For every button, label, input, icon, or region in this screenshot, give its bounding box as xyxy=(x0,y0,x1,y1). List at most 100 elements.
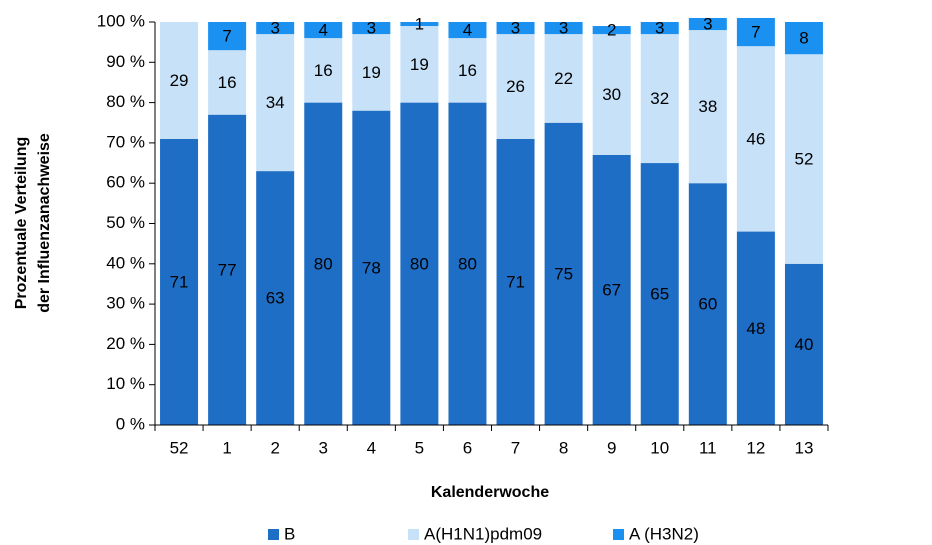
y-tick-label: 70 % xyxy=(106,132,145,151)
x-tick-label: 9 xyxy=(607,438,616,457)
y-tick-label: 100 % xyxy=(97,11,145,30)
x-tick-label: 13 xyxy=(795,438,814,457)
bar-segment xyxy=(208,22,247,51)
bar-segment xyxy=(592,26,631,35)
data-label: 29 xyxy=(170,71,189,90)
x-tick-label: 1 xyxy=(222,438,231,457)
data-label: 77 xyxy=(218,260,237,279)
y-tick-label: 30 % xyxy=(106,294,145,313)
data-label: 16 xyxy=(458,61,477,80)
data-label: 63 xyxy=(266,289,285,308)
y-tick-label: 10 % xyxy=(106,374,145,393)
bar-segment xyxy=(400,102,439,425)
bar-segment xyxy=(304,38,343,103)
data-label: 67 xyxy=(602,280,621,299)
bar-segment xyxy=(496,22,535,35)
y-tick-label: 50 % xyxy=(106,213,145,232)
x-tick-label: 11 xyxy=(699,438,717,457)
bar-segment xyxy=(160,22,199,139)
x-tick-label: 52 xyxy=(170,438,189,457)
x-axis-title: Kalenderwoche xyxy=(431,484,549,501)
x-tick-label: 12 xyxy=(746,438,765,457)
bar-segment xyxy=(256,22,295,35)
legend-label: B xyxy=(284,524,295,543)
bar-segment xyxy=(592,34,631,155)
legend-swatch xyxy=(268,529,279,540)
data-label: 26 xyxy=(506,77,525,96)
data-label: 34 xyxy=(266,93,285,112)
bar-segment xyxy=(352,34,391,111)
data-label: 52 xyxy=(795,150,814,169)
data-label: 30 xyxy=(602,85,621,104)
bar-segment xyxy=(496,138,535,425)
data-label: 78 xyxy=(362,258,381,277)
data-label: 1 xyxy=(415,14,424,33)
bar-segment xyxy=(352,22,391,35)
data-label: 7 xyxy=(751,23,760,42)
y-tick-label: 20 % xyxy=(106,334,145,353)
data-label: 4 xyxy=(463,21,472,40)
y-tick-label: 40 % xyxy=(106,253,145,272)
x-tick-label: 7 xyxy=(511,438,520,457)
bar-segment xyxy=(208,50,247,115)
data-label: 65 xyxy=(650,285,669,304)
data-label: 16 xyxy=(218,73,237,92)
bar-segment xyxy=(736,46,775,232)
data-label: 80 xyxy=(458,254,477,273)
x-tick-label: 5 xyxy=(415,438,424,457)
data-label: 3 xyxy=(511,19,520,38)
bar-segment xyxy=(496,34,535,139)
bar-segment xyxy=(688,183,727,425)
data-label: 60 xyxy=(698,295,717,314)
bar-segment xyxy=(784,22,823,55)
data-label: 3 xyxy=(703,14,712,33)
data-label: 4 xyxy=(319,21,328,40)
bar-segment xyxy=(736,17,775,47)
bar-segment xyxy=(640,22,679,35)
x-tick-label: 10 xyxy=(650,438,669,457)
y-tick-label: 0 % xyxy=(116,414,145,433)
data-label: 3 xyxy=(270,19,279,38)
data-label: 19 xyxy=(362,63,381,82)
bar-segment xyxy=(544,22,583,35)
y-tick-label: 60 % xyxy=(106,173,145,192)
x-tick-label: 2 xyxy=(270,438,279,457)
y-axis-title: der Influenzanachweise xyxy=(36,133,53,313)
bar-segment xyxy=(640,163,679,426)
bar-segment xyxy=(208,114,247,425)
data-label: 3 xyxy=(367,19,376,38)
bar-segment xyxy=(448,102,487,425)
data-label: 2 xyxy=(607,21,616,40)
bar-segment xyxy=(688,17,727,31)
data-label: 71 xyxy=(506,272,525,291)
bar-segment xyxy=(688,30,727,184)
x-tick-label: 3 xyxy=(319,438,328,457)
bar-segment xyxy=(544,122,583,425)
bar-segment xyxy=(160,138,199,425)
data-label: 80 xyxy=(314,254,333,273)
bar-segment xyxy=(784,263,823,425)
bar-segment xyxy=(256,171,295,425)
bar-segment xyxy=(736,231,775,425)
data-label: 3 xyxy=(559,19,568,38)
legend-label: A (H3N2) xyxy=(629,524,699,543)
bar-segment xyxy=(640,34,679,164)
data-label: 3 xyxy=(655,19,664,38)
data-label: 22 xyxy=(554,69,573,88)
data-label: 32 xyxy=(650,89,669,108)
data-label: 40 xyxy=(795,335,814,354)
legend-label: A(H1N1)pdm09 xyxy=(424,524,542,543)
bar-segment xyxy=(784,54,823,264)
bar-segment xyxy=(400,22,439,27)
data-label: 8 xyxy=(799,29,808,48)
y-tick-label: 90 % xyxy=(106,52,145,71)
bar-segment xyxy=(352,110,391,425)
x-tick-label: 4 xyxy=(367,438,376,457)
legend-swatch xyxy=(613,529,624,540)
data-label: 75 xyxy=(554,264,573,283)
data-label: 46 xyxy=(746,129,765,148)
bar-segment xyxy=(448,22,487,39)
data-label: 48 xyxy=(746,319,765,338)
x-tick-label: 8 xyxy=(559,438,568,457)
